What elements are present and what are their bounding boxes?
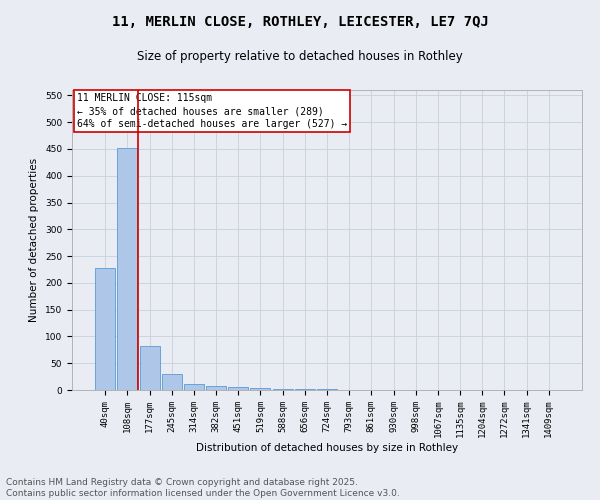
Bar <box>206 386 226 390</box>
Text: Size of property relative to detached houses in Rothley: Size of property relative to detached ho… <box>137 50 463 63</box>
Bar <box>118 148 137 390</box>
Bar <box>228 388 248 390</box>
Bar <box>162 374 182 390</box>
Bar <box>140 346 160 390</box>
Text: Contains HM Land Registry data © Crown copyright and database right 2025.
Contai: Contains HM Land Registry data © Crown c… <box>6 478 400 498</box>
Bar <box>250 388 271 390</box>
Text: 11 MERLIN CLOSE: 115sqm
← 35% of detached houses are smaller (289)
64% of semi-d: 11 MERLIN CLOSE: 115sqm ← 35% of detache… <box>77 93 347 130</box>
Y-axis label: Number of detached properties: Number of detached properties <box>29 158 40 322</box>
Text: 11, MERLIN CLOSE, ROTHLEY, LEICESTER, LE7 7QJ: 11, MERLIN CLOSE, ROTHLEY, LEICESTER, LE… <box>112 15 488 29</box>
Bar <box>95 268 115 390</box>
Bar <box>272 389 293 390</box>
Bar <box>184 384 204 390</box>
X-axis label: Distribution of detached houses by size in Rothley: Distribution of detached houses by size … <box>196 443 458 453</box>
